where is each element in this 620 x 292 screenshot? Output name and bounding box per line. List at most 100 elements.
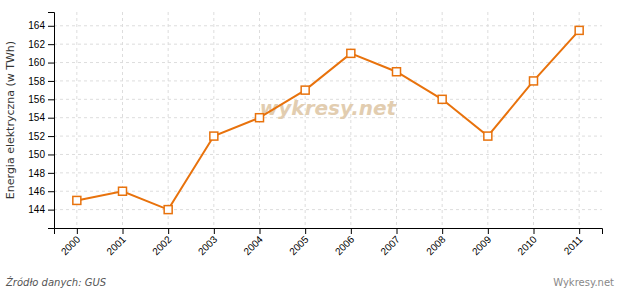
x-axis-line — [55, 229, 603, 235]
marker — [119, 187, 127, 195]
y-tick-mark — [48, 99, 54, 100]
y-tick-mark — [48, 44, 54, 45]
y-tick-label: 162 — [28, 39, 45, 50]
marker — [575, 26, 583, 34]
y-tick-label: 152 — [28, 131, 45, 142]
y-tick-label: 150 — [28, 149, 45, 160]
x-tick-label: 2005 — [287, 233, 311, 257]
grid-line-y — [54, 44, 602, 45]
x-tick-label: 2006 — [333, 233, 357, 257]
grid-line-x — [396, 12, 397, 228]
x-tick: 2003 — [196, 228, 220, 257]
x-tick: 2007 — [378, 228, 402, 257]
x-tick-label: 2003 — [196, 233, 220, 257]
y-tick-mark — [48, 118, 54, 119]
x-tick: 2006 — [333, 228, 357, 257]
marker — [73, 196, 81, 204]
y-tick-label: 156 — [28, 94, 45, 105]
y-tick: 162 — [28, 39, 54, 50]
x-tick: 2008 — [424, 228, 448, 257]
watermark: wykresy.net — [260, 96, 398, 120]
x-tick-mark — [305, 228, 306, 234]
marker — [210, 132, 218, 140]
chart-svg: wykresy.net 2000 2001 2002 2003 2004 2005 2006 2… — [0, 0, 620, 292]
y-tick-mark — [48, 26, 54, 27]
x-tick-label: 2010 — [515, 233, 539, 257]
y-tick-label: 144 — [28, 204, 45, 215]
y-axis-line — [48, 13, 55, 229]
y-tick-label: 154 — [28, 112, 45, 123]
grid-line-y — [54, 191, 602, 192]
grid-line-y — [54, 25, 602, 26]
y-axis-title: Energia elektryczna (w TWh) — [4, 41, 17, 199]
x-tick-label: 2004 — [241, 233, 265, 257]
y-tick: 154 — [28, 112, 54, 123]
x-tick-label: 2001 — [104, 233, 128, 257]
brand-text: Wykresy.net — [553, 277, 614, 288]
grid-line-x — [168, 12, 169, 228]
grid-line-x — [213, 12, 214, 228]
y-tick-label: 148 — [28, 168, 45, 179]
grid-line-x — [350, 12, 351, 228]
x-tick-mark — [397, 228, 398, 234]
y-tick-mark — [48, 191, 54, 192]
y-tick: 152 — [28, 131, 54, 142]
marker — [393, 68, 401, 76]
y-tick: 156 — [28, 94, 54, 105]
x-tick-mark — [260, 228, 261, 234]
x-tick: 2005 — [287, 228, 311, 257]
y-tick-mark — [48, 136, 54, 137]
x-tick: 2010 — [515, 228, 539, 257]
y-axis: 144146148150152154156158160162164 — [28, 13, 54, 229]
x-tick-mark — [168, 228, 169, 234]
x-tick-label: 2007 — [378, 233, 402, 257]
x-tick-mark — [214, 228, 215, 234]
marker — [256, 114, 264, 122]
y-tick: 158 — [28, 76, 54, 87]
y-tick-mark — [48, 210, 54, 211]
source-text: Źródło danych: GUS — [5, 276, 107, 288]
grid-line-y — [54, 80, 602, 81]
x-tick-mark — [442, 228, 443, 234]
x-tick-label: 2009 — [470, 233, 494, 257]
x-tick: 2011 — [562, 228, 585, 257]
x-tick: 2002 — [150, 228, 174, 257]
x-tick-mark — [77, 228, 78, 234]
plot-area: wykresy.net 2000 2001 2002 2003 2004 2005 2006 2… — [4, 12, 603, 257]
grid-line-x — [305, 12, 306, 228]
x-tick-mark — [351, 228, 352, 234]
x-tick-mark — [534, 228, 535, 234]
marker — [484, 132, 492, 140]
grid-line-x — [579, 12, 580, 228]
x-tick: 2001 — [104, 228, 128, 257]
grid-line-y — [54, 154, 602, 155]
y-tick: 160 — [28, 57, 54, 68]
grid-line-x — [487, 12, 488, 228]
x-tick: 2000 — [59, 228, 83, 257]
x-tick-label: 2008 — [424, 233, 448, 257]
marker — [164, 206, 172, 214]
grid-line-x — [76, 12, 77, 228]
marker — [530, 77, 538, 85]
x-tick-mark — [123, 228, 124, 234]
y-tick-label: 158 — [28, 76, 45, 87]
y-tick-label: 146 — [28, 186, 45, 197]
grid-line-x — [442, 12, 443, 228]
marker — [347, 49, 355, 57]
x-tick-label: 2002 — [150, 233, 174, 257]
grid-line-y — [54, 172, 602, 173]
grid-line-y — [54, 62, 602, 63]
series-group — [73, 26, 583, 213]
y-tick: 146 — [28, 186, 54, 197]
y-tick: 148 — [28, 168, 54, 179]
y-tick: 150 — [28, 149, 54, 160]
grid-line-y — [54, 136, 602, 137]
y-tick-mark — [48, 63, 54, 64]
y-tick-mark — [48, 173, 54, 174]
grid-line-x — [533, 12, 534, 228]
x-tick-label: 2000 — [59, 233, 83, 257]
x-tick-mark — [488, 228, 489, 234]
chart-container: wykresy.net 2000 2001 2002 2003 2004 2005 2006 2… — [0, 0, 620, 292]
y-tick-mark — [48, 81, 54, 82]
x-tick-label: 2011 — [562, 233, 585, 256]
